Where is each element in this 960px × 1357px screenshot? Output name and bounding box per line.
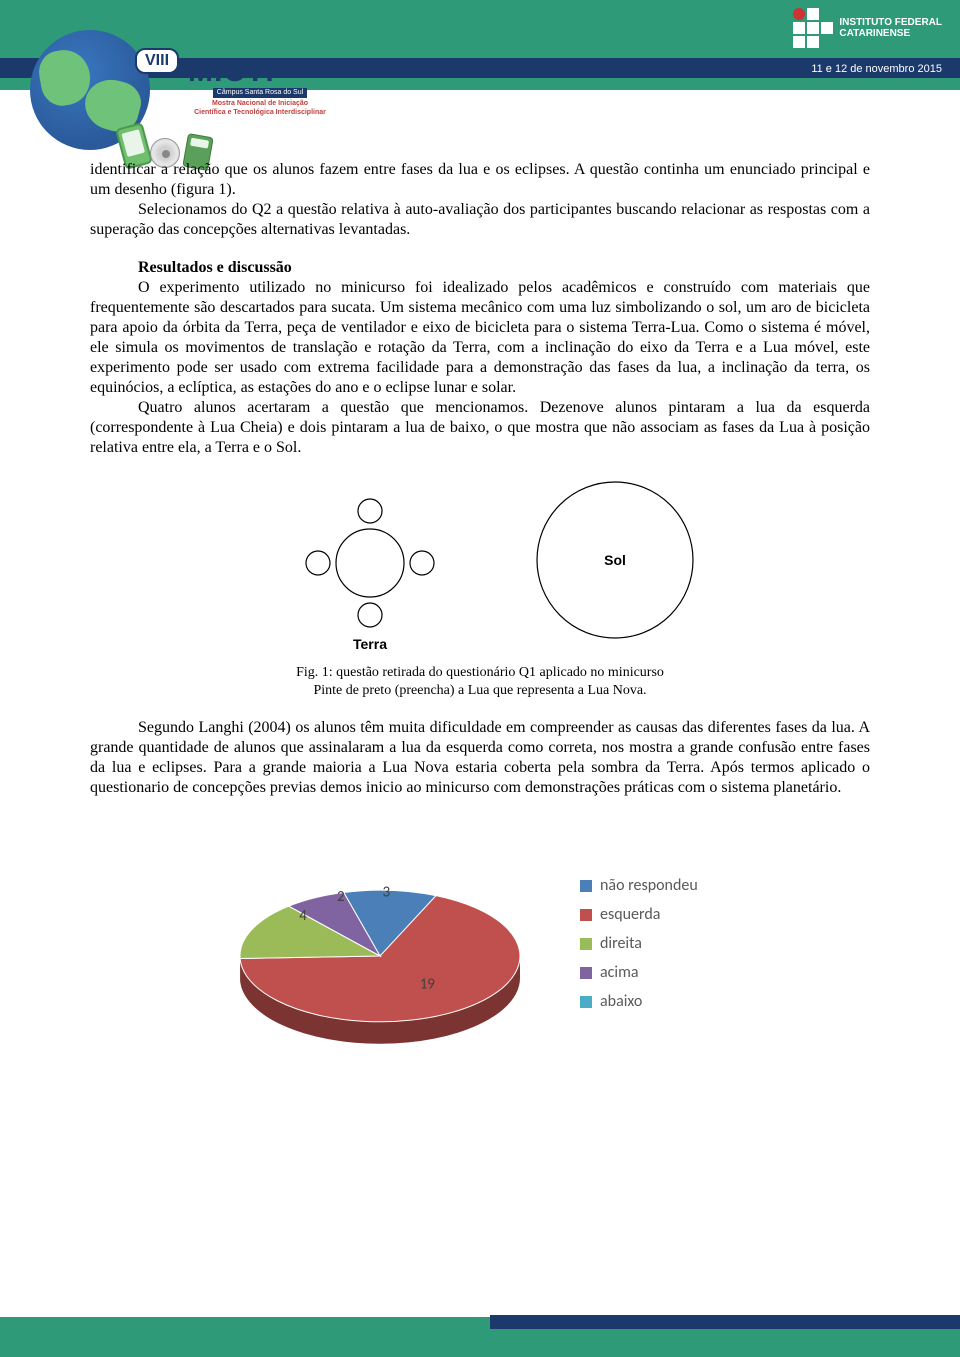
paragraph-3: O experimento utilizado no minicurso foi… bbox=[90, 278, 870, 398]
if-line2: CATARINENSE bbox=[839, 28, 942, 39]
figure-1-diagram: Terra Sol bbox=[220, 478, 740, 658]
if-logo-grid bbox=[793, 8, 833, 48]
footer-band bbox=[0, 1317, 960, 1357]
sub1: Mostra Nacional de Iniciação bbox=[212, 100, 308, 107]
figure-1-svg: Terra Sol bbox=[220, 478, 740, 658]
page-content: identificar a relação que os alunos faze… bbox=[90, 160, 870, 1076]
instituto-federal-logo: INSTITUTO FEDERAL CATARINENSE bbox=[793, 8, 942, 48]
svg-text:19: 19 bbox=[420, 976, 436, 994]
caption-line1: Fig. 1: questão retirada do questionário… bbox=[296, 665, 664, 680]
svg-text:3: 3 bbox=[382, 884, 390, 902]
paragraph-1: identificar a relação que os alunos faze… bbox=[90, 160, 870, 200]
svg-text:2: 2 bbox=[337, 888, 345, 906]
legend-item: acima bbox=[580, 963, 698, 982]
legend-swatch bbox=[580, 996, 592, 1008]
legend-item: não respondeu bbox=[580, 876, 698, 895]
campus-label: Câmpus Santa Rosa do Sul bbox=[213, 88, 307, 98]
figure-1-caption: Fig. 1: questão retirada do questionário… bbox=[90, 664, 870, 700]
paragraph-2: Selecionamos do Q2 a questão relativa à … bbox=[90, 200, 870, 240]
micti-subtitle: Câmpus Santa Rosa do Sul Mostra Nacional… bbox=[190, 88, 330, 117]
event-logo-cluster: VIII MICTI Câmpus Santa Rosa do Sul Most… bbox=[30, 30, 300, 150]
legend-label: acima bbox=[600, 963, 639, 982]
pie-chart: 3 19 4 2 não respondeu esquerda direita acima a… bbox=[180, 816, 780, 1076]
legend-item: esquerda bbox=[580, 905, 698, 924]
edition-badge: VIII bbox=[135, 48, 179, 74]
paragraph-4: Quatro alunos acertaram a questão que me… bbox=[90, 398, 870, 458]
paragraph-5: Segundo Langhi (2004) os alunos têm muit… bbox=[90, 718, 870, 798]
if-line1: INSTITUTO FEDERAL bbox=[839, 17, 942, 28]
pie-chart-svg: 3 19 4 2 bbox=[180, 816, 580, 1076]
legend-label: não respondeu bbox=[600, 876, 698, 895]
legend-swatch bbox=[580, 880, 592, 892]
legend-swatch bbox=[580, 909, 592, 921]
legend-label: esquerda bbox=[600, 905, 660, 924]
legend-swatch bbox=[580, 967, 592, 979]
micti-title: MICTI bbox=[188, 55, 275, 89]
legend-item: abaixo bbox=[580, 992, 698, 1011]
sub2: Científica e Tecnológica Interdisciplina… bbox=[194, 109, 326, 116]
svg-text:4: 4 bbox=[299, 908, 307, 926]
event-date: 11 e 12 de novembro 2015 bbox=[811, 63, 942, 75]
legend-label: abaixo bbox=[600, 992, 642, 1011]
svg-text:Terra: Terra bbox=[353, 636, 387, 652]
legend-label: direita bbox=[600, 934, 642, 953]
section-title-resultados: Resultados e discussão bbox=[90, 258, 870, 278]
if-logo-text: INSTITUTO FEDERAL CATARINENSE bbox=[839, 17, 942, 39]
caption-line2: Pinte de preto (preencha) a Lua que repr… bbox=[313, 683, 646, 698]
legend-item: direita bbox=[580, 934, 698, 953]
legend-swatch bbox=[580, 938, 592, 950]
pie-chart-legend: não respondeu esquerda direita acima abaixo bbox=[580, 876, 698, 1021]
svg-text:Sol: Sol bbox=[604, 552, 626, 568]
